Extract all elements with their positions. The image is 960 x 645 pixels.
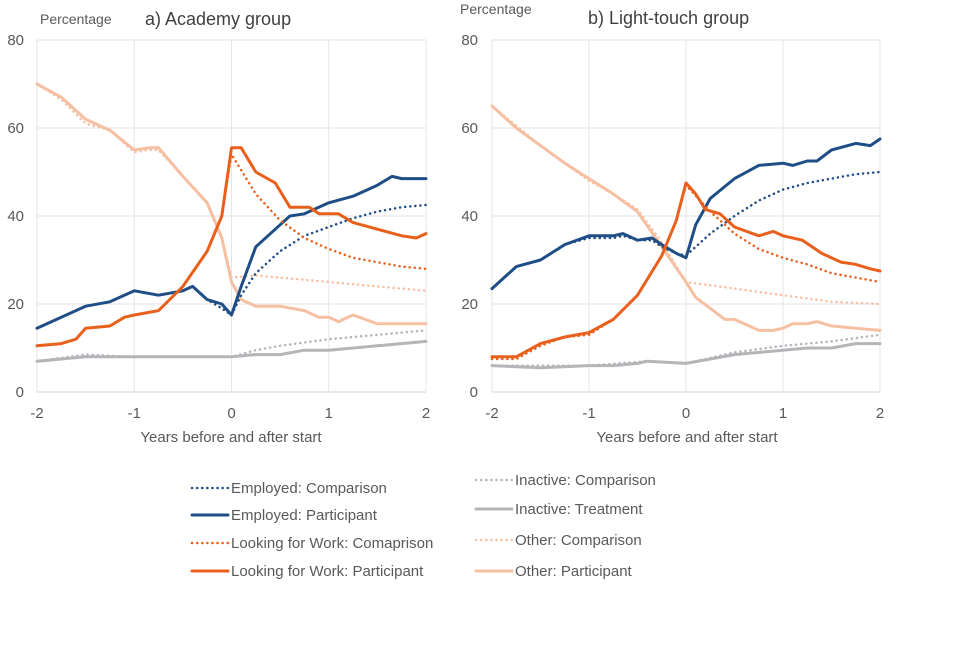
chart-title: a) Academy group	[145, 9, 291, 29]
legend-label: Other: Comparison	[515, 532, 642, 549]
y-tick-label: 80	[461, 32, 478, 49]
legend-label: Other: Participant	[515, 563, 633, 580]
series-line-looking-for-work-participant	[490, 181, 882, 359]
series-line-other-participant	[490, 104, 882, 332]
panel-academy-group: Percentage a) Academy group Years before…	[7, 9, 430, 446]
panel-light-touch-group: Percentage b) Light-touch group Years be…	[460, 1, 884, 446]
y-tick-label: 20	[7, 296, 24, 313]
series-line-looking-for-work-comaprison	[490, 183, 882, 361]
y-tick-label: 40	[461, 208, 478, 225]
x-axis-label: Years before and after start	[140, 429, 322, 446]
y-tick-label: 80	[7, 32, 24, 49]
x-tick-label: -2	[30, 405, 43, 422]
x-tick-label: 2	[422, 405, 430, 422]
series-line-other-comparison	[490, 104, 882, 306]
x-tick-label: -2	[485, 405, 498, 422]
x-axis-label: Years before and after start	[596, 429, 778, 446]
series-line-employed-participant	[35, 174, 428, 330]
y-tick-label: 60	[7, 120, 24, 137]
x-tick-label: 2	[876, 405, 884, 422]
legend-label: Looking for Work: Comaprison	[231, 535, 433, 552]
series-line-looking-for-work-participant	[35, 146, 428, 348]
legend-label: Inactive: Comparison	[515, 472, 656, 489]
x-tick-label: 0	[682, 405, 690, 422]
x-tick-label: 0	[227, 405, 235, 422]
series-line-other-participant	[35, 82, 428, 326]
x-tick-label: 1	[325, 405, 333, 422]
legend-label: Inactive: Treatment	[515, 501, 643, 518]
legend: Employed: Comparison Employed: Participan…	[190, 472, 656, 580]
y-axis-label: Percentage	[40, 11, 112, 27]
legend-label: Employed: Participant	[231, 507, 378, 524]
x-tick-label: -1	[582, 405, 595, 422]
series-line-looking-for-work-comaprison	[35, 153, 428, 348]
y-tick-label: 20	[461, 296, 478, 313]
series-line-inactive-treatment	[490, 342, 882, 370]
y-tick-label: 40	[7, 208, 24, 225]
y-axis-label: Percentage	[460, 1, 532, 17]
series-line-inactive-treatment	[35, 339, 428, 363]
legend-label: Employed: Comparison	[231, 480, 387, 497]
y-tick-label: 0	[470, 384, 478, 401]
series-line-employed-participant	[490, 137, 882, 291]
y-tick-label: 0	[16, 384, 24, 401]
chart-title: b) Light-touch group	[588, 8, 749, 28]
y-tick-label: 60	[461, 120, 478, 137]
x-tick-label: 1	[779, 405, 787, 422]
legend-label: Looking for Work: Participant	[231, 563, 424, 580]
x-tick-label: -1	[128, 405, 141, 422]
